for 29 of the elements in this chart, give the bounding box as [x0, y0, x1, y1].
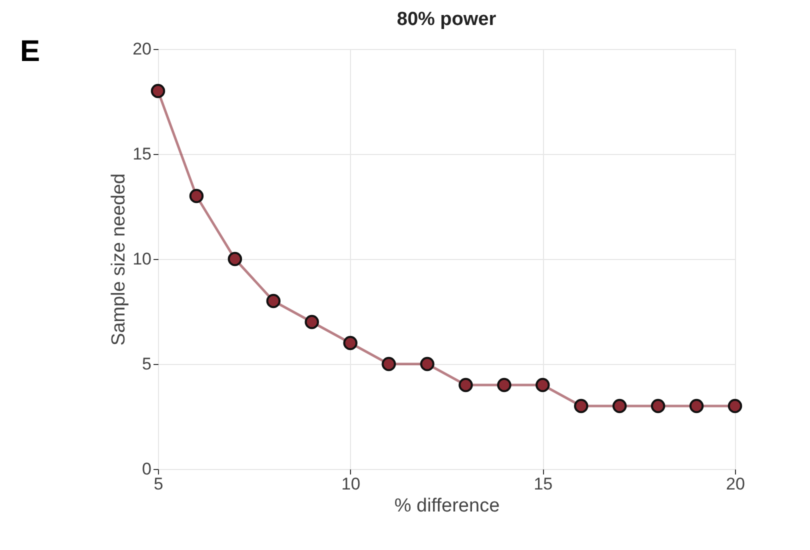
point	[304, 314, 319, 330]
y-tick-label: 0	[142, 460, 152, 478]
x-tick-label: 5	[154, 474, 164, 494]
y-tick-label: 20	[132, 40, 152, 58]
y-tick-label: 15	[132, 144, 152, 164]
point	[266, 294, 281, 308]
point	[420, 356, 434, 372]
y-tick-label: 5	[142, 354, 152, 374]
point	[228, 252, 242, 266]
x-axis-title: % difference	[394, 496, 500, 516]
x-tick-label: 15	[534, 474, 553, 494]
point	[536, 378, 550, 392]
y-axis-title: Sample size needed	[108, 173, 130, 346]
point	[189, 188, 204, 204]
point	[689, 398, 704, 414]
point	[728, 398, 742, 414]
point	[150, 84, 166, 98]
x-tick-label: 10	[341, 474, 360, 494]
point	[650, 398, 666, 414]
point	[574, 398, 588, 414]
point	[458, 378, 473, 392]
point	[343, 336, 358, 350]
chart-title: 80% power	[396, 9, 497, 30]
point	[612, 398, 627, 414]
point	[497, 378, 512, 392]
point	[382, 356, 396, 372]
x-tick-label: 20	[726, 474, 745, 494]
y-tick-label: 10	[132, 250, 152, 268]
text: E	[20, 35, 40, 68]
